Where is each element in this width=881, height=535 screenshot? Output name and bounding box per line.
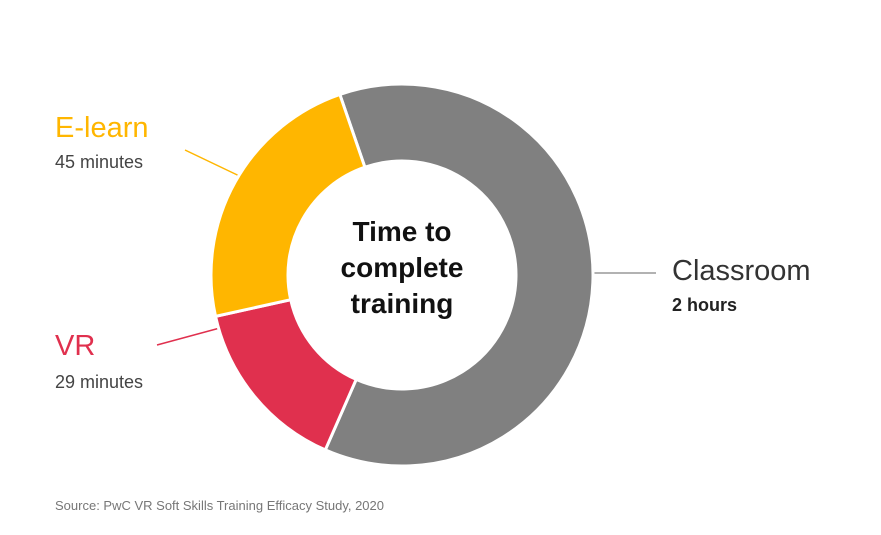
category-label: VR xyxy=(55,330,96,362)
donut-wedge xyxy=(209,92,367,319)
value-label: 45 minutes xyxy=(55,152,144,172)
value-label: 29 minutes xyxy=(55,372,144,392)
category-label: Classroom xyxy=(672,255,811,287)
source-note: Source: PwC VR Soft Skills Training Effi… xyxy=(55,498,384,513)
wedges xyxy=(209,82,595,468)
donut-wedge xyxy=(323,82,595,468)
chart-title: Time to complete training xyxy=(340,216,464,319)
category-label: E-learn xyxy=(55,112,149,144)
value-label: 2 hours xyxy=(672,295,738,315)
donut-wedge xyxy=(213,297,359,452)
